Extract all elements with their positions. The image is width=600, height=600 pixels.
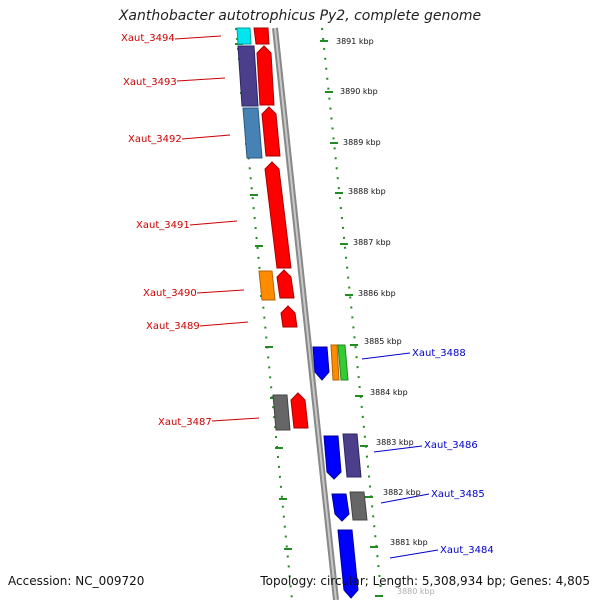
kbp-label: 3885 kbp [364, 337, 402, 346]
kbp-label: 3883 kbp [376, 438, 414, 447]
gene-label[interactable]: Xaut_3493 [123, 77, 177, 88]
kbp-label: 3881 kbp [390, 538, 428, 547]
gene-label[interactable]: Xaut_3490 [143, 288, 197, 299]
gene-label[interactable]: Xaut_3484 [440, 545, 494, 556]
gene-arrow-reverse[interactable] [331, 493, 350, 522]
kbp-label: 3886 kbp [358, 289, 396, 298]
gene-box-cyan[interactable] [236, 27, 252, 45]
gene-arrow-reverse[interactable] [337, 529, 359, 599]
gene-label[interactable]: Xaut_3485 [431, 489, 485, 500]
gene-arrow-reverse[interactable] [323, 435, 342, 480]
gene-box-gray[interactable] [272, 394, 291, 431]
kbp-label: 3887 kbp [353, 238, 391, 247]
gene-label[interactable]: Xaut_3488 [412, 348, 466, 359]
gene-box-green[interactable] [337, 344, 349, 381]
kbp-label: 3880 kbp [397, 587, 435, 596]
label-connectors [174, 35, 439, 559]
gene-arrow-forward[interactable] [276, 269, 295, 299]
kbp-label: 3889 kbp [343, 138, 381, 147]
accession-text: Accession: NC_009720 [8, 574, 145, 588]
genome-summary-text: Topology: circular; Length: 5,308,934 bp… [260, 574, 590, 588]
gene-arrow-forward[interactable] [290, 392, 309, 429]
gene-box-purple[interactable] [237, 45, 259, 107]
gene-label[interactable]: Xaut_3487 [158, 417, 212, 428]
kbp-label: 3882 kbp [383, 488, 421, 497]
gene-label[interactable]: Xaut_3494 [121, 33, 175, 44]
kbp-label: 3891 kbp [336, 37, 374, 46]
gene-box-steelblue[interactable] [242, 107, 263, 159]
gene-arrow-forward[interactable] [253, 27, 270, 45]
gene-arrow-reverse[interactable] [312, 346, 330, 381]
kbp-label: 3884 kbp [370, 388, 408, 397]
gene-label[interactable]: Xaut_3492 [128, 134, 182, 145]
ruler-ticks-right [320, 40, 383, 597]
gene-arrow-forward[interactable] [280, 305, 298, 328]
kbp-label: 3890 kbp [340, 87, 378, 96]
gene-labels: Xaut_3494 Xaut_3493 Xaut_3492 Xaut_3491 … [121, 33, 494, 556]
gene-box-purple[interactable] [342, 433, 362, 478]
gene-box-orange[interactable] [258, 270, 276, 301]
gene-arrow-forward[interactable] [264, 161, 292, 269]
gene-arrow-forward[interactable] [261, 106, 281, 157]
kbp-label: 3888 kbp [348, 187, 386, 196]
gene-box-gray[interactable] [349, 491, 368, 521]
gene-label[interactable]: Xaut_3489 [146, 321, 200, 332]
gene-box-orange[interactable] [330, 344, 340, 381]
map-title: Xanthobacter autotrophicus Py2, complete… [118, 8, 482, 24]
backbone [272, 27, 339, 600]
gene-arrow-forward[interactable] [256, 45, 275, 106]
gene-features [236, 27, 368, 599]
gene-label[interactable]: Xaut_3486 [424, 440, 478, 451]
kbp-labels: 3891 kbp 3890 kbp 3889 kbp 3888 kbp 3887… [336, 37, 435, 596]
gene-label[interactable]: Xaut_3491 [136, 220, 190, 231]
